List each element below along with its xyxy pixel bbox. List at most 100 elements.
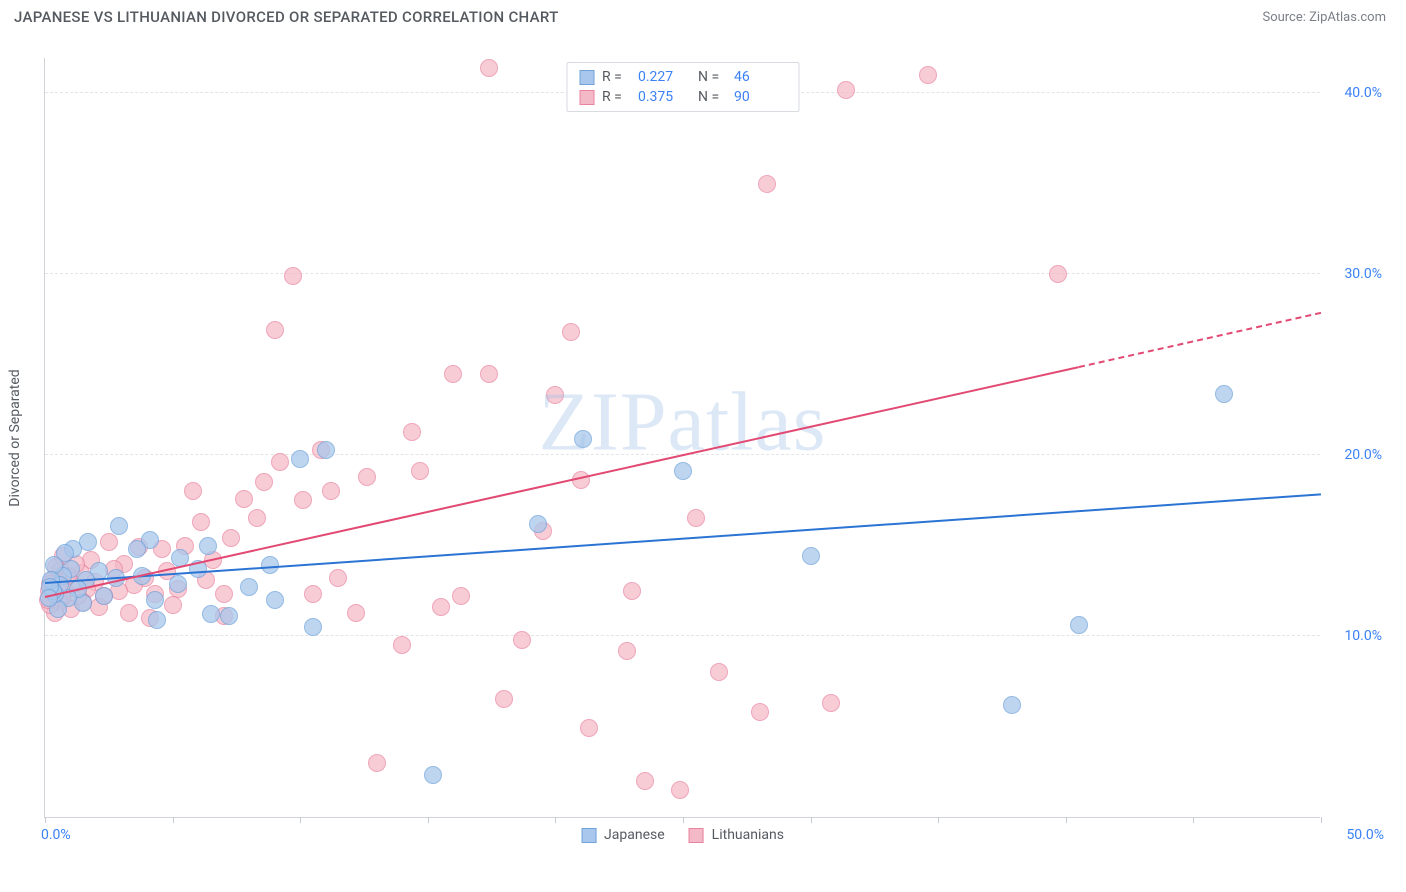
legend-series: Japanese Lithuanians (581, 827, 784, 843)
x-axis-tick (1066, 817, 1067, 823)
scatter-point (266, 321, 284, 339)
scatter-point (687, 509, 705, 527)
scatter-point (513, 631, 531, 649)
scatter-point (164, 596, 182, 614)
scatter-point (1215, 385, 1233, 403)
legend-stats-row-2: R = 0.375 N = 90 (579, 87, 786, 107)
x-axis-tick (811, 817, 812, 823)
plot-wrap: Divorced or Separated ZIPatlas R = 0.227… (44, 58, 1384, 818)
x-axis-label-max: 50.0% (1346, 827, 1384, 843)
scatter-point (304, 618, 322, 636)
scatter-point (1003, 696, 1021, 714)
y-axis-tick-label: 40.0% (1344, 85, 1382, 101)
scatter-point (304, 585, 322, 603)
x-axis-tick (1321, 817, 1322, 823)
scatter-point (452, 587, 470, 605)
scatter-point (235, 490, 253, 508)
scatter-point (822, 694, 840, 712)
scatter-point (199, 537, 217, 555)
scatter-point (758, 175, 776, 193)
scatter-point (636, 772, 654, 790)
scatter-point (393, 636, 411, 654)
scatter-point (480, 365, 498, 383)
scatter-point (266, 591, 284, 609)
legend-label-lithuanians: Lithuanians (712, 827, 784, 843)
legend-item-lithuanians: Lithuanians (689, 827, 784, 843)
scatter-point (322, 482, 340, 500)
scatter-point (192, 513, 210, 531)
legend-label-japanese: Japanese (604, 827, 665, 843)
legend-n-value-1: 46 (734, 69, 786, 85)
scatter-point (255, 473, 273, 491)
scatter-point (403, 423, 421, 441)
chart-header: JAPANESE VS LITHUANIAN DIVORCED OR SEPAR… (0, 0, 1406, 30)
trend-line-extrapolated (1078, 312, 1321, 368)
y-axis-title: Divorced or Separated (7, 369, 23, 506)
scatter-point (529, 515, 547, 533)
x-axis-label-min: 0.0% (41, 827, 71, 843)
y-axis-tick-label: 30.0% (1344, 266, 1382, 282)
scatter-point (215, 585, 233, 603)
scatter-point (294, 491, 312, 509)
legend-r-label: R = (602, 69, 630, 85)
scatter-point (184, 482, 202, 500)
scatter-point (618, 642, 636, 660)
legend-r-value-1: 0.227 (638, 69, 690, 85)
scatter-point (222, 529, 240, 547)
scatter-point (919, 66, 937, 84)
chart-source: Source: ZipAtlas.com (1262, 10, 1386, 25)
legend-stats: R = 0.227 N = 46 R = 0.375 N = 90 (566, 62, 799, 112)
gridline-h (45, 635, 1320, 636)
scatter-point (480, 59, 498, 77)
chart-title: JAPANESE VS LITHUANIAN DIVORCED OR SEPAR… (14, 8, 559, 26)
scatter-point (495, 690, 513, 708)
scatter-point (110, 517, 128, 535)
scatter-point (424, 766, 442, 784)
legend-swatch-lithuanians (579, 90, 594, 105)
y-axis-tick-label: 10.0% (1344, 628, 1382, 644)
scatter-point (317, 441, 335, 459)
scatter-point (248, 509, 266, 527)
scatter-point (202, 605, 220, 623)
legend-swatch-lithuanians-2 (689, 828, 704, 843)
x-axis-tick (938, 817, 939, 823)
scatter-point (40, 589, 58, 607)
scatter-point (837, 81, 855, 99)
legend-swatch-japanese-2 (581, 828, 596, 843)
legend-item-japanese: Japanese (581, 827, 665, 843)
scatter-point (220, 607, 238, 625)
scatter-point (368, 754, 386, 772)
scatter-point (146, 591, 164, 609)
scatter-point (572, 471, 590, 489)
x-axis-tick (45, 817, 46, 823)
scatter-point (623, 582, 641, 600)
scatter-point (674, 462, 692, 480)
scatter-point (444, 365, 462, 383)
scatter-point (710, 663, 728, 681)
scatter-point (148, 611, 166, 629)
scatter-point (802, 547, 820, 565)
scatter-point (284, 267, 302, 285)
scatter-point (291, 450, 309, 468)
legend-n-label: N = (698, 69, 726, 85)
scatter-point (95, 587, 113, 605)
scatter-point (120, 604, 138, 622)
gridline-h (45, 273, 1320, 274)
scatter-point (546, 386, 564, 404)
legend-swatch-japanese (579, 70, 594, 85)
scatter-point (562, 323, 580, 341)
x-axis-tick (428, 817, 429, 823)
x-axis-tick (173, 817, 174, 823)
scatter-point (128, 540, 146, 558)
legend-r-value-2: 0.375 (638, 89, 690, 105)
scatter-point (329, 569, 347, 587)
plot-area: Divorced or Separated ZIPatlas R = 0.227… (44, 58, 1320, 818)
scatter-point (1070, 616, 1088, 634)
scatter-point (671, 781, 689, 799)
x-axis-tick (683, 817, 684, 823)
scatter-point (271, 453, 289, 471)
y-axis-tick-label: 20.0% (1344, 447, 1382, 463)
x-axis-tick (555, 817, 556, 823)
scatter-point (240, 578, 258, 596)
scatter-point (169, 575, 187, 593)
